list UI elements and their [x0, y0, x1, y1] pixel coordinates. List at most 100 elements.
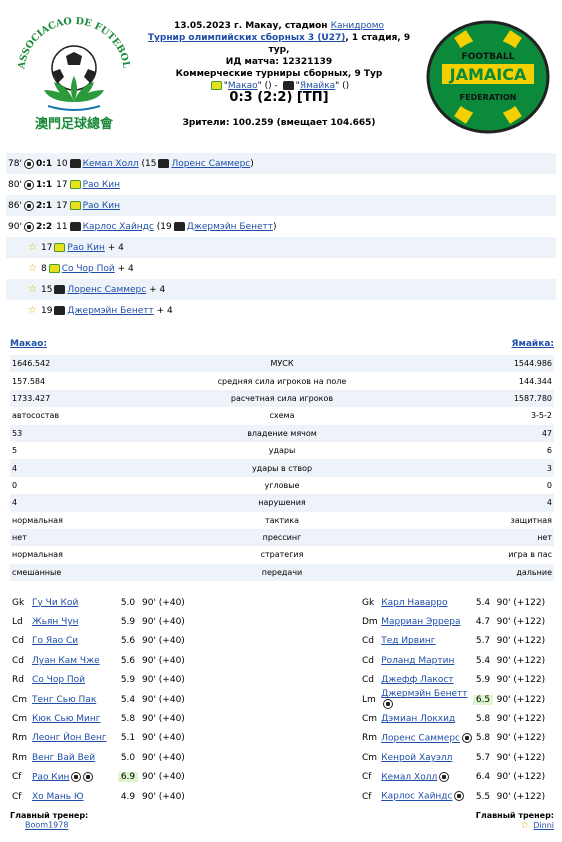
- ball-icon: [24, 179, 34, 190]
- player-link[interactable]: Кенрой Хауэлл: [381, 752, 453, 763]
- bonus-value: + 4: [156, 305, 173, 316]
- stats-row: нормальная стратегия игра в пас: [10, 546, 554, 563]
- player-row: Cd Луан Кам Чже 5.6 90' (+40): [10, 651, 210, 670]
- away-team-link[interactable]: Ямайка: [299, 81, 336, 91]
- event-player-link[interactable]: Рао Кин: [82, 179, 121, 190]
- player-link[interactable]: Лоренс Саммерс: [381, 733, 460, 744]
- player-position: Cf: [12, 772, 22, 783]
- home-team-stats-link[interactable]: Макао:: [10, 339, 47, 349]
- event-player-link[interactable]: Кемал Холл: [82, 158, 139, 169]
- away-coach-link[interactable]: Dinni: [533, 821, 554, 830]
- player-name-cell: Карлос Хайндс: [381, 791, 473, 802]
- shirt-icon: [158, 158, 170, 169]
- svg-text:JAMAICA: JAMAICA: [449, 65, 527, 84]
- player-minutes: 90' (+122): [496, 791, 546, 802]
- bonus-event: ☆ 17 Рао Кин + 4: [6, 237, 556, 258]
- away-lineup: Gk Карл Наварро 5.4 90' (+122) Dm Марриан Эрр…: [360, 593, 560, 806]
- jamaica-logo: FOOTBALL JAMAICA FEDERATION: [426, 20, 550, 134]
- player-row: Cd Джефф Лакост 5.9 90' (+122): [360, 671, 560, 690]
- player-link[interactable]: Роланд Мартин: [381, 655, 455, 666]
- player-link[interactable]: Го Яао Си: [32, 636, 79, 647]
- player-name-cell: Дэмиан Локхид: [381, 714, 473, 724]
- player-link[interactable]: Джермэйн Бенетт: [381, 689, 468, 700]
- player-link[interactable]: Марриан Эррера: [381, 617, 461, 628]
- player-link[interactable]: Кемал Холл: [381, 772, 438, 783]
- stats-cell: 47: [541, 428, 552, 438]
- bonus-number: 15: [40, 284, 53, 295]
- event-player-link[interactable]: Карлос Хайндс: [82, 221, 154, 232]
- player-link[interactable]: Гу Чи Кой: [32, 597, 79, 608]
- assist-player-link[interactable]: Лоренс Саммерс: [171, 158, 251, 169]
- player-link[interactable]: Венг Вай Вей: [32, 752, 96, 763]
- stats-cell: 53: [12, 428, 23, 438]
- player-minutes: 90' (+40): [142, 733, 185, 744]
- star-icon: ☆: [28, 284, 37, 295]
- ball-icon: [439, 771, 450, 782]
- player-position: Cm: [362, 714, 378, 725]
- ball-icon: [71, 771, 82, 782]
- home-coach-link[interactable]: Boom1978: [25, 820, 69, 830]
- commercial-tournament: Коммерческие турниры сборных, 9 Тур: [175, 69, 383, 79]
- stadium-link[interactable]: Канидромо: [330, 21, 385, 31]
- player-minutes: 90' (+40): [142, 675, 185, 686]
- away-team-stats-link[interactable]: Ямайка:: [511, 339, 554, 349]
- player-link[interactable]: Со Чор Пой: [32, 675, 86, 686]
- goal-event: 78' 0:1 10 Кемал Холл (15 Лоренс Саммерс…: [6, 153, 556, 174]
- tournament-link[interactable]: Турнир олимпийских сборных 3 (U27): [147, 33, 346, 43]
- player-link[interactable]: Карлос Хайндс: [381, 791, 453, 802]
- stats-row: 4 удары в створ 3: [10, 459, 554, 477]
- player-row: Gk Карл Наварро 5.4 90' (+122): [360, 593, 560, 612]
- player-link[interactable]: Кюк Сью Минг: [32, 714, 101, 725]
- player-link[interactable]: Жьян Чун: [32, 617, 79, 628]
- player-link[interactable]: Тед Ирвинг: [381, 636, 436, 647]
- match-id: ИД матча: 12321139: [225, 57, 333, 67]
- shirt-icon: [69, 200, 81, 211]
- player-row: Cm Тенг Сью Пак 5.4 90' (+40): [10, 690, 210, 709]
- player-minutes: 90' (+40): [142, 791, 185, 802]
- bonus-player-link[interactable]: Со Чор Пой: [61, 263, 115, 274]
- player-minutes: 90' (+122): [496, 597, 546, 608]
- assist-player-link[interactable]: Джермэйн Бенетт: [186, 221, 274, 232]
- stats-cell: 0: [546, 480, 552, 490]
- home-shirt-icon: [210, 80, 222, 91]
- player-position: Cf: [12, 791, 22, 802]
- bonus-value: + 4: [149, 284, 166, 295]
- stats-cell: защитная: [510, 515, 553, 525]
- home-team-link[interactable]: Макао: [227, 81, 258, 91]
- stats-cell: 4: [12, 498, 18, 508]
- bonus-number: 17: [40, 242, 53, 253]
- svg-text:澳門足球總會: 澳門足球總會: [35, 116, 114, 132]
- player-link[interactable]: Луан Кам Чже: [32, 655, 100, 666]
- player-link[interactable]: Карл Наварро: [381, 597, 448, 608]
- event-player-link[interactable]: Рао Кин: [82, 200, 121, 211]
- goal-event: 80' 1:1 17 Рао Кин: [6, 174, 556, 195]
- player-link[interactable]: Леонг Йон Венг: [32, 733, 107, 744]
- player-minutes: 90' (+122): [496, 675, 546, 686]
- stats-cell: тактика: [265, 515, 299, 525]
- player-rating: 5.8: [475, 714, 491, 725]
- player-rating: 5.0: [120, 752, 136, 763]
- player-rating: 5.8: [120, 714, 136, 725]
- player-rating: 5.1: [120, 733, 136, 744]
- bonus-player-link[interactable]: Лоренс Саммерс: [67, 284, 147, 295]
- bonus-player-link[interactable]: Рао Кин: [67, 242, 105, 253]
- player-link[interactable]: Хо Мань Ю: [32, 791, 84, 802]
- stats-cell: стратегия: [260, 550, 304, 560]
- match-score: 0:3 (2:2) [ТП]: [229, 90, 329, 105]
- shirt-icon: [69, 158, 81, 169]
- bonus-player-link[interactable]: Джермэйн Бенетт: [67, 305, 154, 316]
- player-row: Gk Гу Чи Кой 5.0 90' (+40): [10, 593, 210, 612]
- stats-cell: нарушения: [258, 498, 306, 508]
- player-position: Rm: [12, 752, 28, 763]
- event-score: 0:1: [36, 158, 53, 169]
- teams-line: "Макао" () - "Ямайка" (): [140, 80, 418, 92]
- player-link[interactable]: Тенг Сью Пак: [32, 694, 97, 705]
- player-link[interactable]: Рао Кин: [32, 772, 70, 783]
- player-row: Lm Джермэйн Бенетт 6.5 90' (+122): [360, 689, 560, 710]
- player-rating: 4.7: [475, 617, 491, 628]
- bonus-value: + 4: [117, 263, 134, 274]
- player-link[interactable]: Дэмиан Локхид: [381, 714, 456, 725]
- star-icon: ☆: [520, 820, 530, 831]
- event-number: 17: [56, 179, 68, 190]
- player-link[interactable]: Джефф Лакост: [381, 675, 454, 686]
